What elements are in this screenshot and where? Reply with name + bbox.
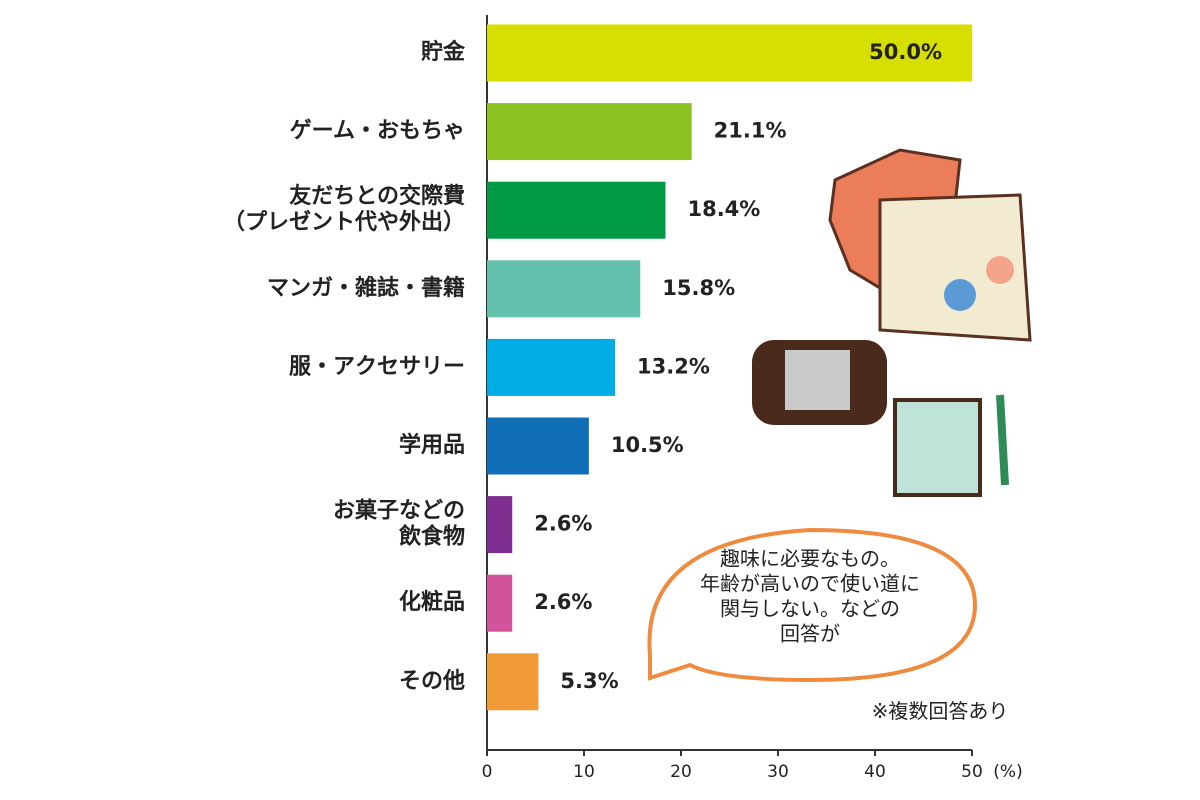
value-label: 10.5%	[611, 433, 684, 457]
bar	[487, 338, 616, 396]
bar	[487, 181, 666, 239]
category-label: マンガ・雑誌・書籍	[267, 275, 465, 301]
illustrations	[752, 148, 1032, 497]
x-tick-label: 50	[961, 762, 983, 782]
value-label: 2.6%	[534, 512, 592, 536]
bar	[487, 653, 539, 711]
value-label: 21.1%	[714, 119, 787, 143]
bar	[487, 574, 513, 632]
category-label: お菓子などの飲食物	[333, 498, 465, 550]
bar	[487, 260, 641, 318]
x-tick-label: 40	[864, 762, 886, 782]
x-axis-label: (%)	[993, 762, 1022, 782]
bar	[487, 496, 513, 554]
annotation: 趣味に必要なもの。年齢が高いので使い道に関与しない。などの回答が	[700, 546, 920, 645]
category-label: 化粧品	[399, 589, 465, 615]
x-tick-label: 30	[767, 762, 789, 782]
bar	[487, 103, 692, 161]
x-tick-label: 0	[482, 762, 493, 782]
x-tick-label: 20	[670, 762, 692, 782]
value-label: 5.3%	[560, 669, 618, 693]
value-label: 13.2%	[637, 354, 710, 378]
category-label: 貯金	[421, 39, 466, 65]
category-label: 服・アクセサリー	[289, 354, 465, 379]
x-tick-label: 10	[573, 762, 595, 782]
category-label: 学用品	[399, 432, 465, 458]
speech-bubble	[647, 527, 978, 683]
category-label: ゲーム・おもちゃ	[290, 119, 465, 144]
value-label: 18.4%	[687, 197, 760, 221]
value-label: 2.6%	[534, 590, 592, 614]
value-label: 15.8%	[662, 276, 735, 300]
value-label: 50.0%	[869, 40, 942, 64]
bar	[487, 417, 589, 475]
category-label: その他	[399, 669, 465, 694]
bar	[487, 24, 972, 82]
category-label: 友だちとの交際費（プレゼント代や外出）	[223, 183, 465, 235]
note: ※複数回答あり	[872, 699, 1009, 723]
